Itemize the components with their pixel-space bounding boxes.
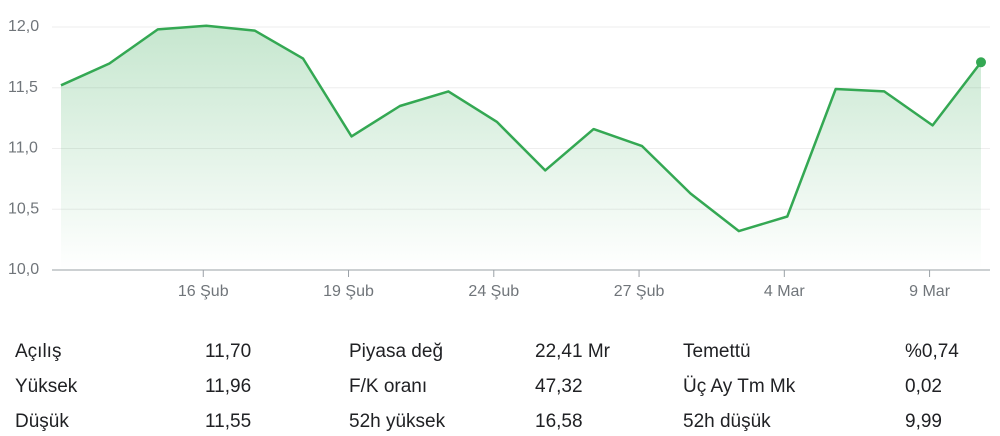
stat-value: 0,02 [905,376,942,397]
stat-value: %0,74 [905,341,959,362]
y-tick-label: 10,0 [8,261,39,278]
y-tick-label: 10,5 [8,200,39,217]
stat-label: Piyasa değ [349,341,443,362]
stat-label: Temettü [683,341,751,362]
x-tick-label: 9 Mar [909,283,951,300]
stat-label: 52h yüksek [349,411,446,432]
stat-value: 22,41 Mr [535,341,611,362]
x-tick-label: 27 Şub [614,283,665,300]
stat-label: F/K oranı [349,376,427,397]
y-tick-label: 11,0 [8,140,38,157]
stat-value: 11,70 [205,341,251,362]
stat-value: 11,55 [205,411,251,432]
y-tick-label: 12,0 [8,18,39,35]
last-point [976,57,986,68]
x-tick-label: 19 Şub [323,283,374,300]
plot [60,24,986,270]
stat-value: 47,32 [535,376,583,397]
y-tick-label: 11,5 [8,79,38,96]
stat-label: Düşük [15,411,69,432]
stat-value: 9,99 [905,411,942,432]
stat-value: 16,58 [535,411,583,432]
price-line [60,24,982,233]
x-tick-label: 16 Şub [178,283,229,300]
stat-value: 11,96 [205,376,251,397]
stat-label: 52h düşük [683,411,771,432]
stat-label: Yüksek [15,376,78,397]
stats-table: Açılış 11,70 Yüksek 11,96 Düşük 11,55 Piyasa d… [15,341,959,432]
area [61,25,981,270]
x-tick-label: 4 Mar [764,283,806,300]
stat-label: Üç Ay Tm Mk [683,376,796,397]
x-tick-label: 24 Şub [468,283,519,300]
stat-label: Açılış [15,341,61,362]
